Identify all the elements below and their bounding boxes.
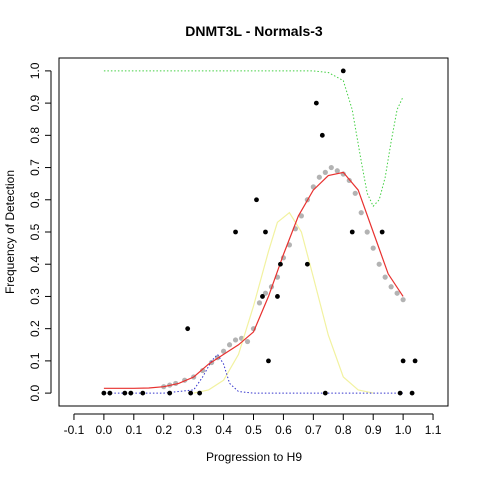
smoothed-point [364, 229, 370, 235]
observed-point [107, 390, 113, 396]
observed-point [397, 390, 403, 396]
y-tick-label: 0.4 [28, 256, 42, 273]
x-tick-label: 0.2 [155, 423, 172, 437]
x-tick-label: 0.0 [96, 423, 113, 437]
observed-point [275, 294, 280, 299]
smoothed-point [376, 261, 382, 267]
y-tick-label: 0.9 [28, 94, 42, 111]
x-axis-label: Progression to H9 [206, 450, 302, 464]
x-tick-label: 0.9 [365, 423, 382, 437]
curve-fit [103, 171, 404, 389]
smoothed-point [388, 284, 394, 290]
smoothed-point [262, 290, 269, 296]
y-tick-label: 0.0 [28, 384, 42, 401]
observed-point [122, 390, 128, 396]
smoothed-point [322, 169, 328, 175]
observed-point [409, 390, 415, 396]
smoothed-point [382, 274, 388, 280]
smoothed-point [328, 164, 334, 171]
y-axis-label: Frequency of Detection [3, 170, 17, 294]
smoothed-point [244, 338, 251, 345]
smoothed-point [394, 290, 400, 296]
curve-blue [103, 353, 404, 394]
observed-point [319, 132, 325, 138]
curve-green [103, 70, 404, 208]
observed-point [379, 229, 385, 235]
y-tick-label: 0.5 [28, 223, 42, 240]
y-tick-label: 0.1 [28, 352, 42, 369]
smoothed-point [298, 213, 304, 219]
smoothed-point [316, 174, 322, 180]
x-tick-label: 0.8 [335, 423, 352, 437]
smoothed-point [232, 337, 239, 343]
chart-title: DNMT3L - Normals-3 [185, 23, 323, 39]
observed-point [185, 326, 191, 332]
y-tick-label: 1.0 [28, 62, 42, 79]
y-tick-label: 0.6 [28, 191, 42, 208]
smoothed-point [220, 348, 227, 354]
smoothed-point [370, 245, 376, 251]
observed-point [140, 390, 146, 396]
observed-point [313, 100, 319, 106]
smoothed-point [226, 342, 233, 348]
plot-frame [58, 57, 449, 407]
y-tick-label: 0.2 [28, 320, 42, 337]
smoothed-point [334, 168, 340, 174]
x-tick-label: 0.3 [185, 423, 202, 437]
x-tick-label: 0.1 [125, 423, 142, 437]
y-tick-label: 0.8 [28, 127, 42, 144]
y-tick-label: 0.3 [28, 288, 42, 305]
observed-point [101, 390, 107, 396]
x-tick-label: 0.5 [245, 423, 262, 437]
observed-point [266, 358, 271, 364]
x-tick-label: 0.4 [215, 423, 232, 437]
observed-point [400, 358, 406, 364]
smoothed-point [400, 297, 406, 303]
y-tick-label: 0.7 [28, 159, 42, 176]
smoothed-point [352, 190, 358, 196]
x-tick-label: -0.1 [64, 423, 85, 437]
smoothed-point [200, 367, 206, 374]
observed-point [349, 229, 355, 235]
observed-point [263, 229, 268, 235]
observed-point [322, 390, 328, 396]
x-tick-label: 1.1 [425, 423, 442, 437]
observed-point [233, 229, 238, 235]
observed-point [412, 358, 418, 364]
observed-point [260, 294, 265, 299]
observed-point [167, 390, 173, 396]
x-tick-label: 1.0 [395, 423, 412, 437]
observed-point [197, 390, 203, 396]
observed-point [254, 197, 259, 203]
x-tick-label: 0.7 [305, 423, 322, 437]
smoothed-point [256, 300, 263, 306]
observed-point [278, 261, 283, 267]
observed-point [188, 390, 194, 396]
x-tick-label: 0.6 [275, 423, 292, 437]
curve-yellow [193, 211, 374, 394]
observed-point [340, 68, 346, 74]
smoothed-point [358, 210, 364, 216]
observed-point [128, 390, 134, 396]
observed-point [304, 261, 310, 267]
